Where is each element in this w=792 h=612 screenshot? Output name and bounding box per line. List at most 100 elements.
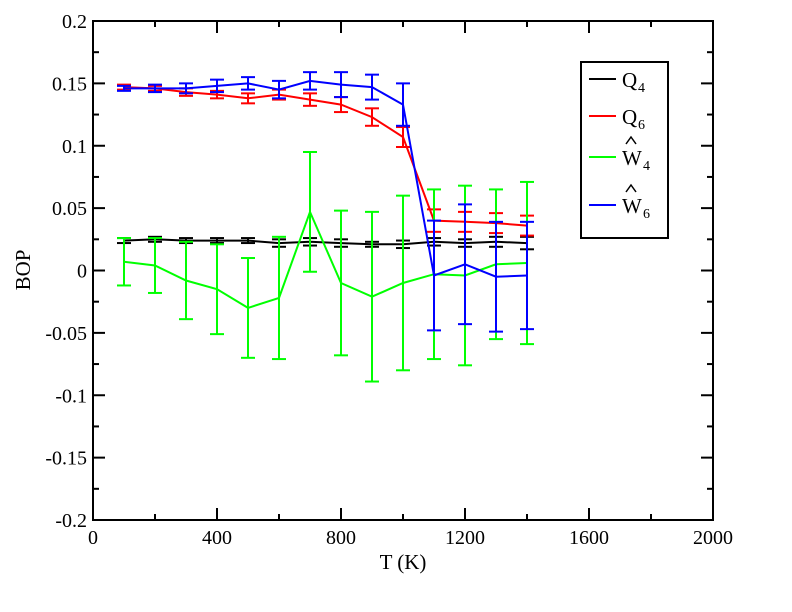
error-bar-w6 [427,219,441,332]
error-bar-w6 [489,220,503,333]
data-point [185,87,187,90]
series-line-w6 [124,79,528,278]
error-bar-q4 [241,237,255,245]
error-bar-w4 [241,257,255,359]
axis-tick-labels: 0 400 800 1200 1600 2000 -0.2 -0.15 -0.1 -0.05 0 0.… [45,11,733,549]
y-tick-label: 0 [77,261,87,283]
data-point [433,274,435,277]
data-point [247,239,249,242]
y-tick-label: -0.2 [55,510,87,532]
data-point [495,275,497,278]
legend-label: Q [622,68,637,92]
data-point [216,85,218,87]
series-line-q4 [123,238,528,246]
error-bar-w6 [520,220,534,331]
error-bar-w6 [334,71,348,99]
legend-label: W [622,146,642,170]
data-point [247,82,249,85]
error-bar-w4 [303,150,317,273]
y-axis-title: BOP [11,250,35,291]
error-bar-w4 [272,235,286,361]
legend-label: Q [622,105,637,129]
error-bar-w6 [241,76,255,91]
data-point [371,86,373,88]
series-q6 [117,83,534,237]
data-point [402,103,404,106]
y-tick-label: 0.15 [52,73,87,95]
error-bar-w6 [303,71,317,91]
x-tick-label: 400 [202,527,232,549]
legend-hat-accent [625,183,637,193]
series-w6 [117,71,534,333]
x-tick-label: 0 [88,527,98,549]
data-point [402,136,404,138]
data-point [371,116,373,118]
error-bar-w4 [179,240,193,321]
data-point [340,83,342,86]
data-point [309,98,311,101]
data-point [309,80,311,82]
error-bar-w6 [179,82,193,95]
error-bar-w6 [210,78,224,94]
error-bar-q6 [303,92,317,107]
data-point [464,263,466,266]
data-point [247,97,249,100]
y-tick-label: -0.1 [55,385,87,407]
data-point [216,239,218,242]
y-tick-label: 0.05 [52,198,87,220]
data-point [154,87,156,90]
error-bar-w6 [365,73,379,101]
legend-label: W [622,194,642,218]
legend-subscript: 6 [638,118,645,133]
axis-ticks [92,20,714,521]
error-bar-w6 [458,203,472,326]
error-bar-w4 [334,209,348,357]
error-bar-w4 [365,210,379,383]
legend-subscript: 6 [643,207,650,222]
y-tick-label: 0.2 [62,11,87,33]
error-bar-q6 [365,107,379,127]
y-tick-label: -0.15 [45,448,87,470]
x-axis-title: T (K) [380,550,427,574]
data-point [340,103,342,106]
error-bar-w4 [210,243,224,336]
x-tick-label: 1600 [569,527,609,549]
data-point [123,260,125,263]
data-point [216,288,218,291]
y-tick-label: 0.1 [62,136,87,158]
x-tick-label: 2000 [693,527,733,549]
legend: Q 4Q 6W 4W 6 [580,61,669,239]
data-point [309,211,311,213]
data-point [278,88,280,91]
data-point [278,297,280,299]
error-bar-w6 [117,84,131,92]
x-tick-label: 800 [326,527,356,549]
error-bar-w6 [148,83,162,94]
data-point [526,274,528,277]
data-point [371,295,373,298]
error-bar-q6 [241,92,255,105]
x-tick-label: 1200 [445,527,485,549]
error-bar-w4 [148,237,162,294]
series-line-w4 [123,209,528,309]
legend-box [580,61,669,239]
data-point [340,282,342,284]
error-bar-w6 [396,82,410,127]
legend-hat-accent [625,135,637,145]
data-point [247,307,249,309]
error-bar-w4 [396,194,410,372]
error-bar-w4 [117,237,131,287]
data-point [154,264,156,267]
data-point [185,279,187,282]
error-bar-w6 [272,79,286,100]
data-point [402,282,404,284]
data-series-layer [117,71,534,383]
error-bar-q4 [210,237,224,245]
data-point [123,87,125,90]
data-point [216,93,218,96]
